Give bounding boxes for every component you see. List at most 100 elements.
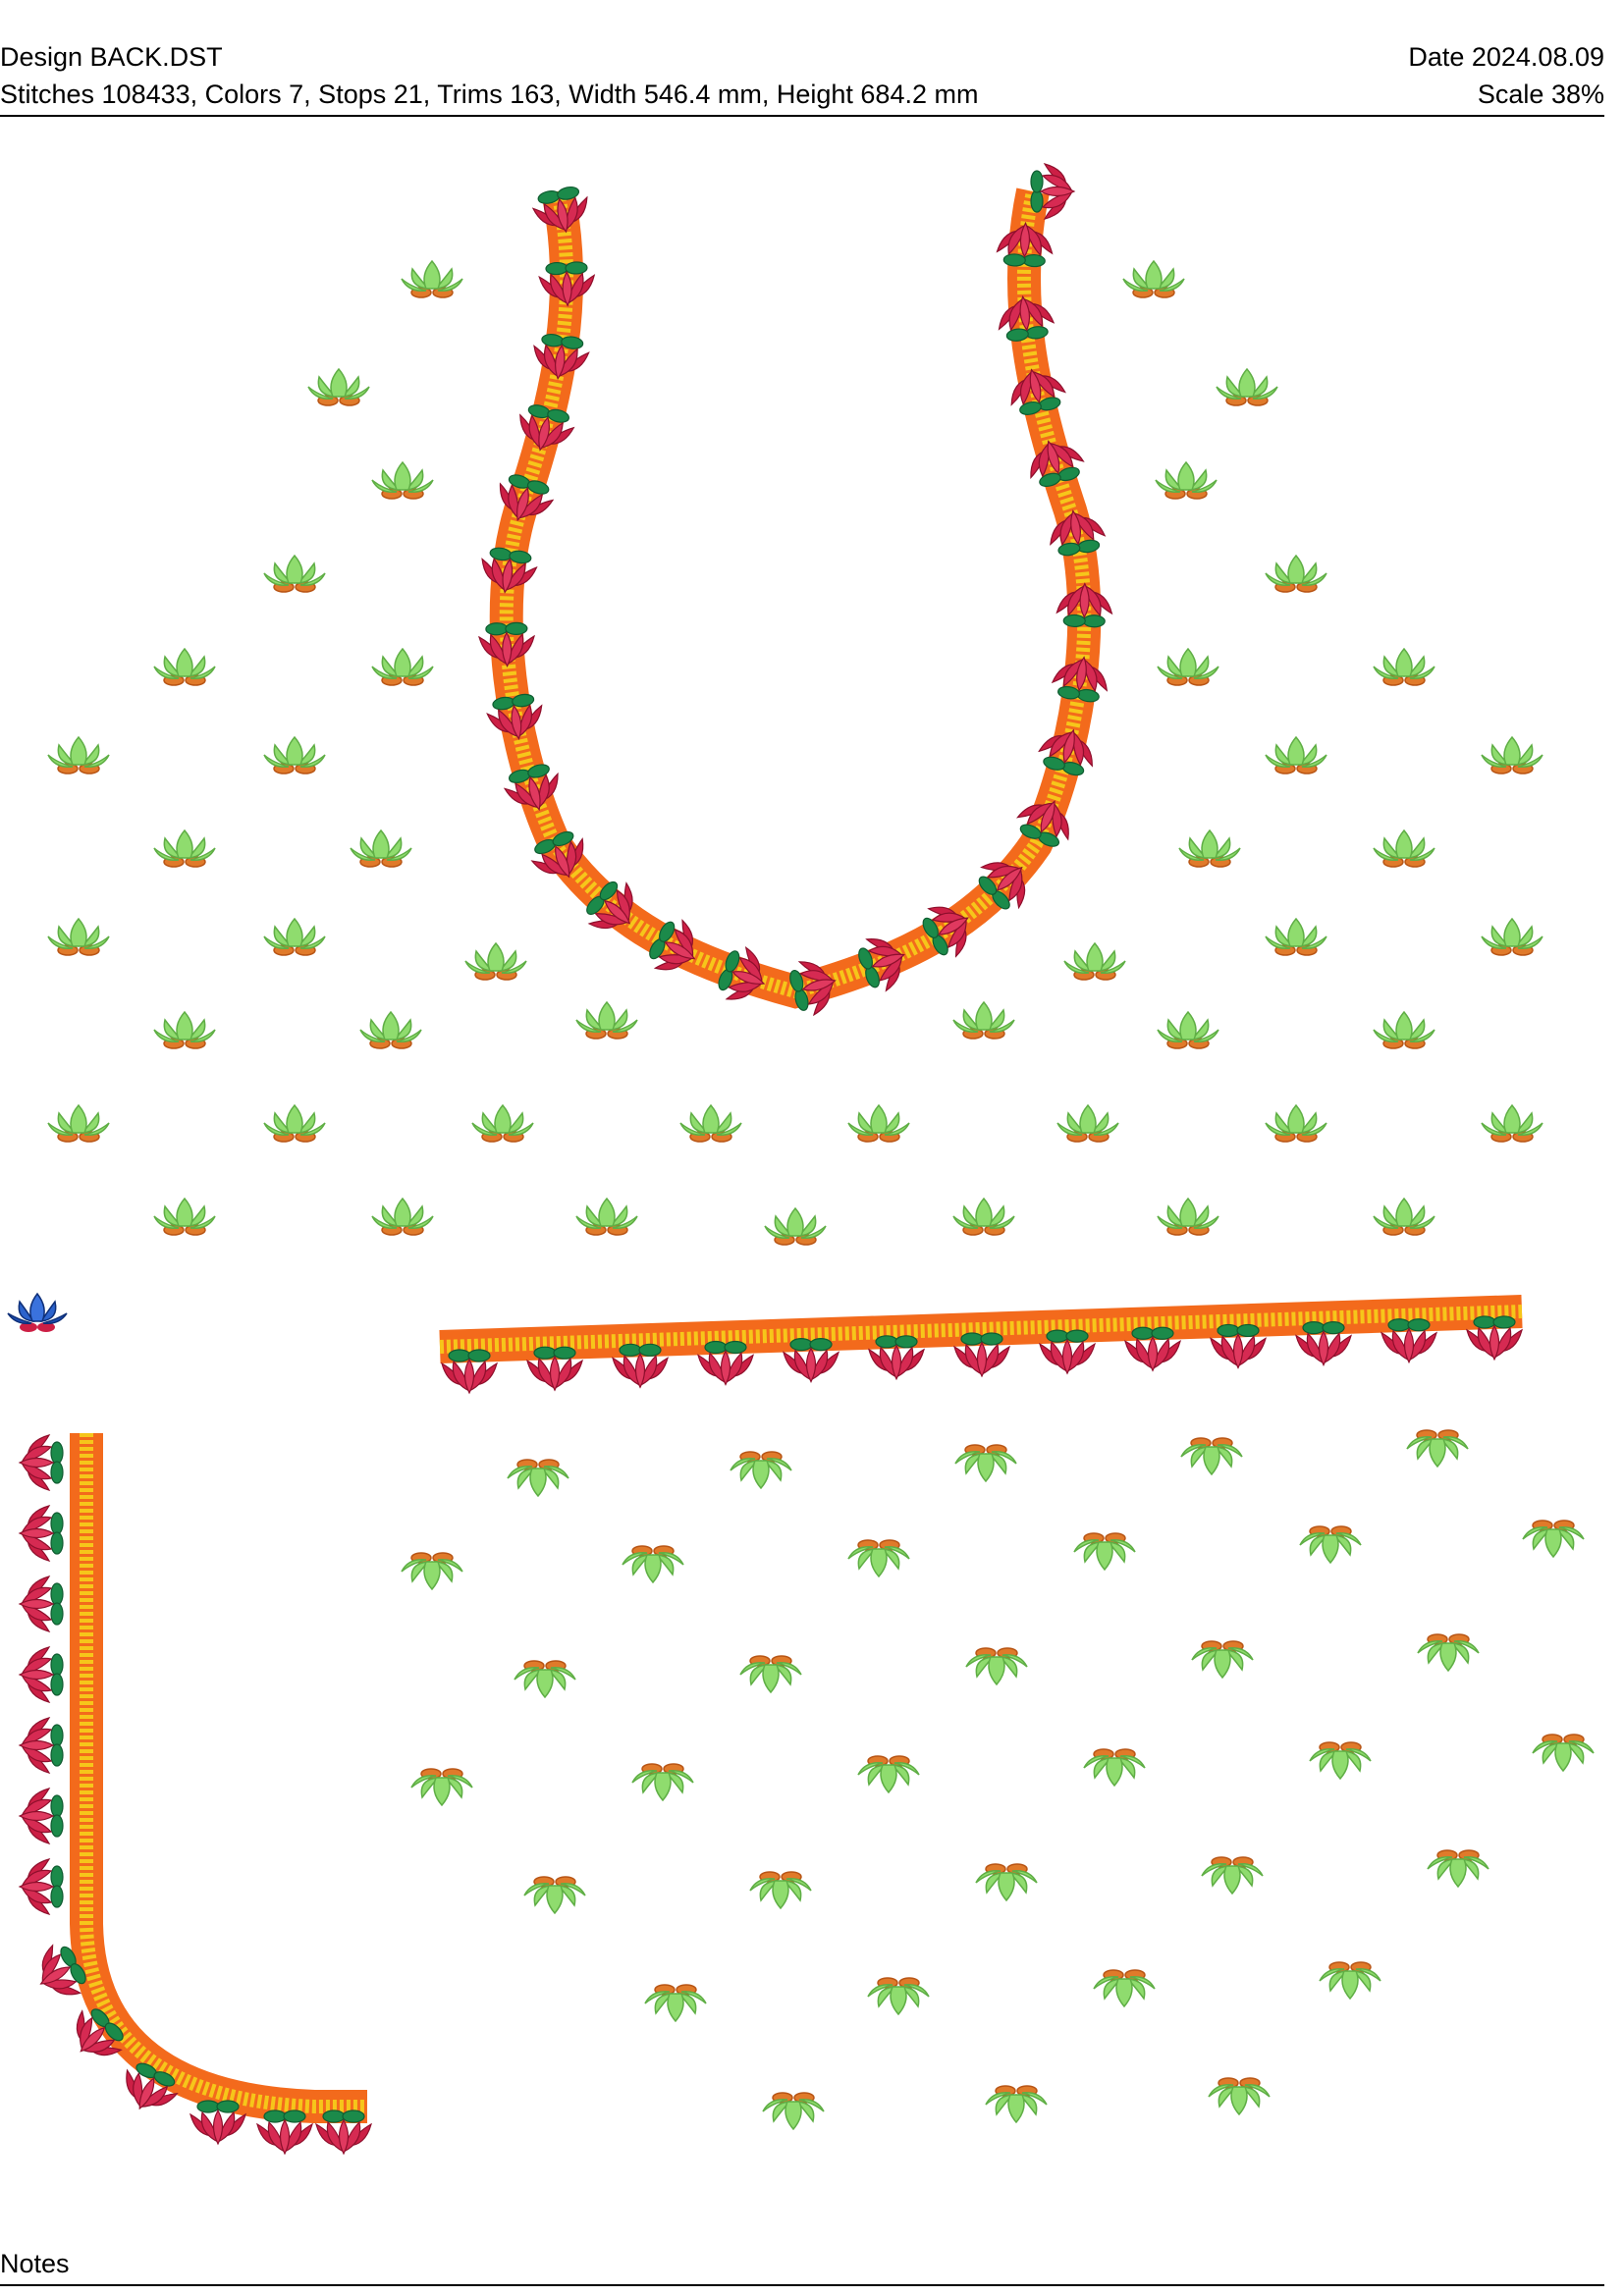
lotus-upright-icon xyxy=(359,1011,422,1049)
lotus-upright-icon xyxy=(1373,1198,1435,1236)
lotus-upright-icon xyxy=(1265,918,1327,956)
lotus-upright-icon xyxy=(1056,1104,1119,1143)
lotus-inverted-icon xyxy=(1083,1748,1146,1787)
lotus-inverted-icon xyxy=(1532,1734,1595,1772)
border-flower-icon xyxy=(1050,652,1112,705)
upright-motif-field xyxy=(47,260,1543,1246)
lotus-upright-icon xyxy=(1373,1011,1435,1049)
border-flower-icon xyxy=(19,1575,64,1632)
lotus-upright-icon xyxy=(47,1104,110,1143)
horizontal-border xyxy=(439,1295,1523,1394)
lotus-upright-icon xyxy=(1373,829,1435,868)
lotus-inverted-icon xyxy=(622,1545,684,1583)
lotus-inverted-icon xyxy=(1319,1961,1381,2000)
lotus-upright-icon xyxy=(464,942,527,981)
lotus-upright-icon xyxy=(679,1104,742,1143)
lotus-inverted-icon xyxy=(1522,1520,1585,1558)
lotus-inverted-icon xyxy=(857,1755,920,1793)
lotus-upright-icon xyxy=(263,555,326,593)
lotus-upright-icon xyxy=(153,1198,216,1236)
lotus-upright-icon xyxy=(1265,555,1327,593)
lotus-inverted-icon xyxy=(631,1763,694,1801)
border-flower-icon xyxy=(1380,1318,1437,1363)
border-flower-icon xyxy=(1210,1323,1267,1369)
lotus-inverted-icon xyxy=(507,1459,569,1497)
corner-border xyxy=(19,1433,372,2155)
lotus-inverted-icon xyxy=(730,1451,792,1489)
border-flower-icon xyxy=(1056,582,1113,628)
border-flower-icon xyxy=(1466,1315,1523,1361)
border-flower-icon xyxy=(256,2109,313,2155)
lotus-upright-icon xyxy=(1063,942,1126,981)
lotus-inverted-icon xyxy=(1201,1856,1264,1895)
lotus-upright-icon xyxy=(153,1011,216,1049)
lotus-upright-icon xyxy=(764,1207,827,1246)
lotus-upright-icon xyxy=(952,1198,1015,1236)
border-flower-icon xyxy=(315,2109,372,2155)
lotus-upright-icon xyxy=(263,1104,326,1143)
lotus-upright-icon xyxy=(1122,260,1185,298)
lotus-upright-icon xyxy=(401,260,463,298)
border-flower-icon xyxy=(19,1717,64,1774)
lotus-inverted-icon xyxy=(1417,1633,1480,1672)
lotus-upright-icon xyxy=(153,648,216,686)
design-stats: Stitches 108433, Colors 7, Stops 21, Tri… xyxy=(0,80,979,109)
lotus-inverted-icon xyxy=(1406,1429,1469,1468)
border-flower-icon xyxy=(538,260,596,307)
notes-label: Notes xyxy=(0,2249,70,2278)
lotus-inverted-icon xyxy=(1073,1532,1136,1571)
lotus-upright-icon xyxy=(371,648,434,686)
lotus-inverted-icon xyxy=(1191,1640,1254,1679)
lotus-upright-icon xyxy=(153,829,216,868)
border-flower-icon xyxy=(526,1346,583,1391)
design-scale: Scale 38% xyxy=(1477,80,1604,109)
lotus-inverted-icon xyxy=(514,1660,576,1698)
lotus-upright-icon xyxy=(1155,461,1218,500)
lotus-upright-icon xyxy=(1265,736,1327,774)
lotus-inverted-icon xyxy=(1299,1525,1362,1564)
border-flower-icon xyxy=(478,621,536,667)
border-flower-icon xyxy=(697,1340,754,1386)
border-flower-icon xyxy=(476,545,540,598)
inverted-motif-field xyxy=(401,1429,1595,2130)
lotus-upright-icon xyxy=(47,736,110,774)
border-flower-icon xyxy=(1030,163,1075,220)
lotus-upright-icon xyxy=(1481,736,1543,774)
lotus-upright-icon xyxy=(1157,648,1219,686)
lotus-inverted-icon xyxy=(523,1876,586,1914)
design-name: Design BACK.DST xyxy=(0,42,223,72)
lotus-inverted-icon xyxy=(749,1871,812,1909)
lotus-inverted-icon xyxy=(401,1552,463,1590)
border-flower-icon xyxy=(1039,1329,1096,1374)
lotus-upright-icon xyxy=(371,1198,434,1236)
border-flower-icon xyxy=(19,1646,64,1703)
lotus-upright-icon xyxy=(1216,368,1278,406)
lotus-upright-icon xyxy=(1373,648,1435,686)
header-divider xyxy=(0,115,1604,117)
lotus-upright-icon xyxy=(1157,1011,1219,1049)
lotus-inverted-icon xyxy=(1309,1741,1372,1780)
border-flower-icon xyxy=(19,1434,64,1491)
lotus-inverted-icon xyxy=(739,1655,802,1693)
lotus-inverted-icon xyxy=(965,1647,1028,1685)
lotus-inverted-icon xyxy=(1427,1849,1489,1888)
neckline-border xyxy=(476,163,1113,1020)
lotus-inverted-icon xyxy=(1208,2077,1271,2115)
blue-lotus-icon xyxy=(7,1293,68,1333)
lotus-upright-icon xyxy=(263,918,326,956)
lotus-upright-icon xyxy=(471,1104,534,1143)
border-flower-icon xyxy=(441,1349,498,1394)
border-flower-icon xyxy=(484,691,547,744)
lotus-upright-icon xyxy=(350,829,412,868)
lotus-inverted-icon xyxy=(410,1768,473,1806)
footer-divider xyxy=(0,2284,1604,2286)
lotus-upright-icon xyxy=(575,1001,638,1040)
lotus-inverted-icon xyxy=(762,2092,825,2130)
lotus-inverted-icon xyxy=(644,1984,707,2022)
border-flower-icon xyxy=(19,1858,64,1915)
lotus-inverted-icon xyxy=(1180,1437,1243,1475)
border-flower-icon xyxy=(868,1335,925,1380)
border-flower-icon xyxy=(995,293,1056,344)
lotus-upright-icon xyxy=(952,1001,1015,1040)
